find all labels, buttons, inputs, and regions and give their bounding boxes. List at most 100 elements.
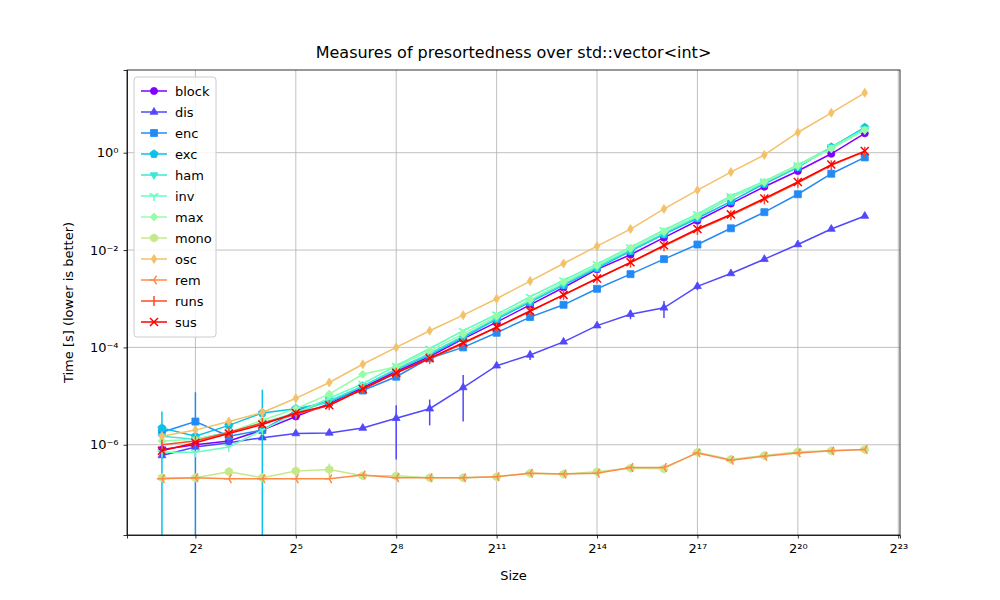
marker <box>192 418 199 425</box>
marker <box>695 186 701 195</box>
marker <box>525 469 533 478</box>
legend-item: rem <box>141 273 201 288</box>
marker <box>794 240 802 247</box>
series-line <box>162 133 865 449</box>
tick: 10⁻⁶ <box>90 437 127 452</box>
marker <box>494 294 500 303</box>
series-group <box>157 88 869 535</box>
legend-marker <box>150 150 158 158</box>
error-bar <box>195 392 197 535</box>
tick-mark <box>798 535 799 539</box>
marker <box>359 424 367 431</box>
marker <box>827 145 835 153</box>
marker <box>560 278 568 286</box>
marker <box>560 337 568 344</box>
marker <box>692 449 700 458</box>
y-axis-title: Time [s] (lower is better) <box>61 222 76 384</box>
marker <box>827 161 835 169</box>
legend-item: block <box>141 84 210 99</box>
marker <box>827 225 835 232</box>
marker <box>795 128 801 137</box>
marker <box>594 285 601 292</box>
grid-line <box>295 70 296 535</box>
marker <box>324 474 332 483</box>
tick: 10⁰ <box>97 145 127 160</box>
tick-label: 2²³ <box>889 541 908 556</box>
axis-line <box>128 536 901 539</box>
tick-label: 2²⁰ <box>789 541 808 556</box>
series-line <box>162 129 865 452</box>
marker <box>358 471 366 480</box>
marker <box>359 385 367 393</box>
marker <box>759 452 767 461</box>
marker <box>158 424 166 432</box>
legend-item: runs <box>141 294 204 309</box>
legend-label: runs <box>175 294 204 309</box>
marker <box>225 444 234 452</box>
marker <box>694 241 701 248</box>
legend-item: mono <box>141 231 212 246</box>
tick-mark <box>396 535 397 539</box>
marker <box>661 204 667 213</box>
tick-label: 2² <box>189 541 202 556</box>
tick-label: 10⁻⁴ <box>90 340 119 355</box>
plot-area: 2²2⁵2⁸2¹¹2¹⁴2¹⁷2²⁰2²³10⁻⁶10⁻⁴10⁻²10⁰bloc… <box>90 70 908 556</box>
series-line <box>162 216 865 456</box>
legend-item: dis <box>141 105 194 120</box>
axis-line <box>124 71 128 536</box>
legend-item: sus <box>141 315 197 330</box>
marker <box>694 282 702 289</box>
grid <box>127 70 900 535</box>
marker <box>325 390 333 398</box>
marker <box>760 178 768 186</box>
legend-marker <box>150 213 158 221</box>
marker <box>157 474 165 483</box>
marker <box>292 467 299 475</box>
marker <box>693 225 701 233</box>
tick-mark <box>497 535 498 539</box>
legend-item: exc <box>141 147 197 162</box>
marker <box>459 383 467 390</box>
marker <box>660 241 668 249</box>
marker <box>526 307 534 315</box>
marker <box>291 474 299 483</box>
marker <box>158 447 166 455</box>
legend-marker <box>150 194 159 202</box>
tick-label: 2⁸ <box>390 541 403 556</box>
marker <box>559 470 567 479</box>
marker <box>425 473 433 482</box>
marker <box>359 370 367 378</box>
marker <box>626 258 634 266</box>
grid-line <box>127 347 900 348</box>
legend-label: exc <box>175 147 197 162</box>
marker <box>393 343 399 352</box>
marker <box>292 409 300 417</box>
series <box>158 212 869 460</box>
tick: 10⁻⁴ <box>90 340 127 355</box>
marker <box>627 310 635 317</box>
marker <box>727 225 734 232</box>
tick-label: 10⁻² <box>90 243 119 258</box>
marker <box>326 465 333 473</box>
marker <box>193 426 199 435</box>
tick: 10⁻² <box>90 243 127 258</box>
tick-mark <box>124 347 128 348</box>
legend-label: rem <box>175 273 201 288</box>
marker <box>727 210 735 218</box>
marker <box>561 259 567 268</box>
series-line <box>162 127 865 436</box>
x-axis: 2²2⁵2⁸2¹¹2¹⁴2¹⁷2²⁰2²³ <box>128 535 909 556</box>
marker <box>195 436 197 446</box>
marker <box>191 450 200 458</box>
series-line <box>162 449 865 478</box>
marker <box>659 463 667 472</box>
y-axis: 10⁻⁶ 10⁻⁴ 10⁻² 10⁰ <box>90 71 128 536</box>
marker <box>594 242 600 251</box>
marker <box>460 311 466 320</box>
legend-item: osc <box>141 252 197 267</box>
series-line <box>162 151 865 451</box>
marker <box>426 354 434 362</box>
chart: 2²2⁵2⁸2¹¹2¹⁴2¹⁷2²⁰2²³10⁻⁶10⁻⁴10⁻²10⁰bloc… <box>0 0 1000 600</box>
legend-label: osc <box>175 252 197 267</box>
legend-marker <box>151 255 157 264</box>
